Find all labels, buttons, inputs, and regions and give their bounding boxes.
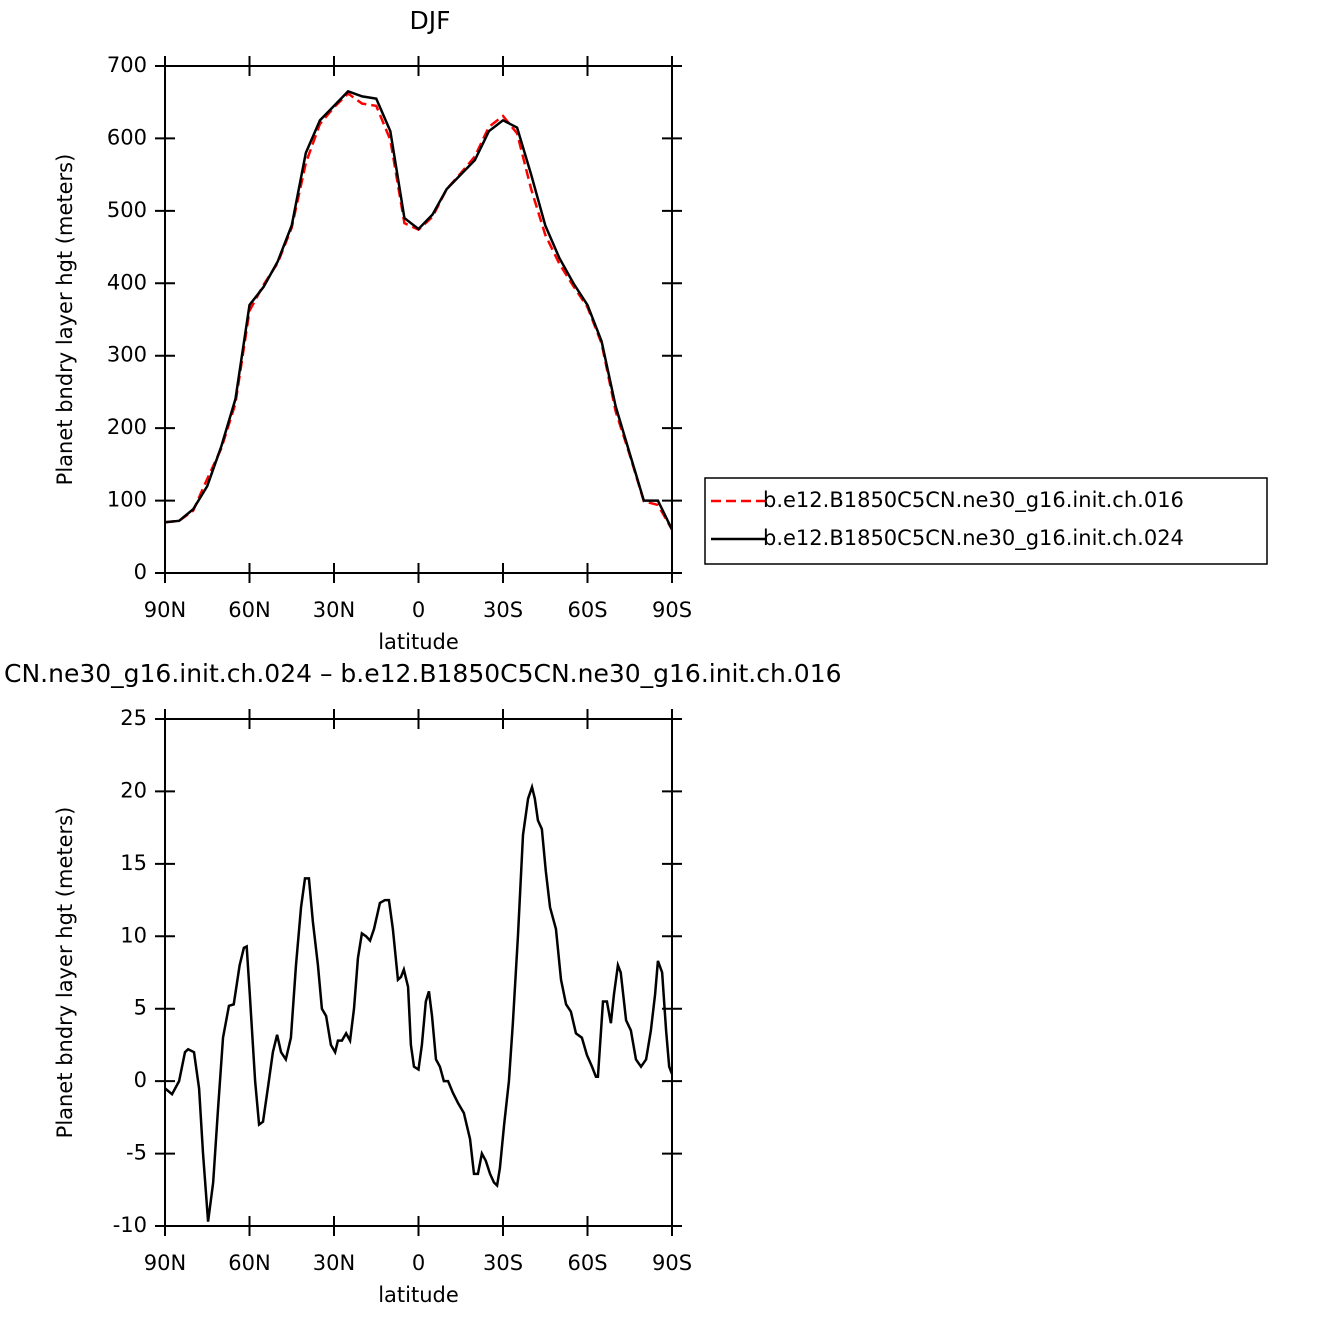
y-tick-label: 100 (107, 488, 147, 512)
data-line (164, 91, 674, 531)
y-axis-label: Planet bndry layer hgt (meters) (53, 807, 77, 1139)
x-tick-label: 90S (652, 598, 692, 622)
y-tick-label: 600 (107, 125, 147, 149)
x-tick-label: 30S (483, 1251, 523, 1275)
x-tick-label: 90N (144, 598, 186, 622)
legend-label: b.e12.B1850C5CN.ne30_g16.init.ch.024 (763, 526, 1184, 551)
legend-box (704, 477, 1268, 565)
y-tick-label: 300 (107, 343, 147, 367)
plot-frame (164, 718, 673, 1227)
y-tick-label: -10 (113, 1213, 147, 1237)
x-tick-label: 60N (228, 1251, 270, 1275)
data-line (164, 89, 674, 531)
x-tick-label: 60S (567, 1251, 607, 1275)
y-tick-label: -5 (126, 1141, 147, 1165)
x-tick-label: 60N (228, 598, 270, 622)
y-tick-label: 25 (120, 706, 147, 730)
x-tick-label: 90N (144, 1251, 186, 1275)
x-tick-label: 30S (483, 598, 523, 622)
y-tick-label: 0 (134, 1068, 147, 1092)
legend: b.e12.B1850C5CN.ne30_g16.init.ch.016 b.e1… (704, 477, 1268, 565)
y-tick-label: 20 (120, 778, 147, 802)
x-tick-label: 30N (313, 1251, 355, 1275)
data-line (164, 782, 674, 1222)
x-tick-label: 30N (313, 598, 355, 622)
legend-label: b.e12.B1850C5CN.ne30_g16.init.ch.016 (763, 488, 1184, 513)
y-tick-label: 700 (107, 53, 147, 77)
x-tick-label: 0 (412, 1251, 425, 1275)
y-tick-label: 5 (134, 996, 147, 1020)
y-tick-label: 10 (120, 923, 147, 947)
x-tick-label: 90S (652, 1251, 692, 1275)
x-tick-label: 0 (412, 598, 425, 622)
x-axis-label: latitude (378, 1283, 459, 1307)
chart-title: CN.ne30_g16.init.ch.024 – b.e12.B1850C5C… (4, 659, 842, 688)
chart-title: DJF (409, 6, 450, 35)
x-axis-label: latitude (378, 630, 459, 654)
y-tick-label: 500 (107, 198, 147, 222)
y-tick-label: 400 (107, 270, 147, 294)
y-tick-label: 15 (120, 851, 147, 875)
y-tick-label: 200 (107, 415, 147, 439)
y-tick-label: 0 (134, 560, 147, 584)
x-tick-label: 60S (567, 598, 607, 622)
plot-frame (164, 65, 673, 574)
y-axis-label: Planet bndry layer hgt (meters) (53, 154, 77, 486)
